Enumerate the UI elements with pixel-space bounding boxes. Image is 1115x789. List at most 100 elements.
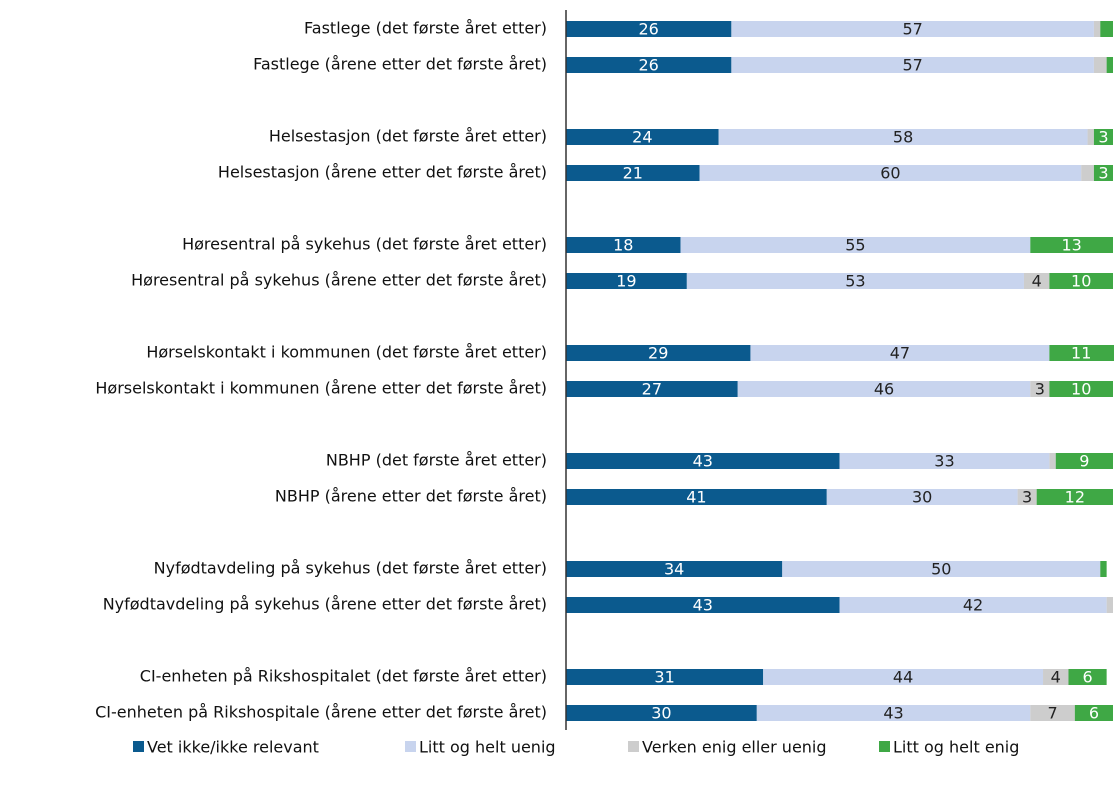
legend-label: Verken enig eller uenig <box>642 738 827 757</box>
bar-segment <box>1030 705 1075 721</box>
legend-swatch <box>133 741 144 752</box>
data-label: 10 <box>1071 272 1091 291</box>
data-label: 41 <box>686 488 706 507</box>
data-label: 42 <box>963 596 983 615</box>
bar-segment <box>1081 165 1094 181</box>
bar-segment <box>566 489 827 505</box>
data-label: 19 <box>616 272 636 291</box>
bar-segment <box>566 453 840 469</box>
bar-segment <box>826 489 1018 505</box>
bar-segment <box>763 669 1044 685</box>
bar-segment <box>1074 705 1113 721</box>
data-label: 27 <box>642 380 662 399</box>
bar-segment <box>1049 381 1113 397</box>
data-label: 4 <box>1032 272 1042 291</box>
category-label: Fastlege (det første året etter) <box>304 19 547 38</box>
data-label: 6 <box>1082 668 1092 687</box>
bar-segment <box>750 345 1050 361</box>
data-label: 11 <box>1071 344 1091 363</box>
bar-segment <box>1100 561 1107 577</box>
bar-segment <box>566 381 738 397</box>
legend-swatch <box>879 741 890 752</box>
data-label: 10 <box>1071 380 1091 399</box>
bar-segment <box>1106 597 1113 613</box>
bar-segment <box>566 705 757 721</box>
bar-segment <box>756 705 1031 721</box>
bar-segment <box>1055 453 1113 469</box>
data-label: 13 <box>1061 236 1081 255</box>
data-label: 47 <box>890 344 910 363</box>
data-label: 29 <box>648 344 668 363</box>
data-label: 3 <box>1098 128 1108 147</box>
data-label: 43 <box>883 704 903 723</box>
bar-segment <box>566 129 719 145</box>
category-label: Høresentral på sykehus (det første året … <box>182 235 547 254</box>
data-label: 9 <box>1079 452 1089 471</box>
bar-segment <box>1030 237 1113 253</box>
data-label: 3 <box>1022 488 1032 507</box>
category-label: Hørselskontakt i kommunen (det første år… <box>146 343 547 362</box>
data-label: 3 <box>1098 164 1108 183</box>
data-label: 26 <box>639 56 659 75</box>
category-label: NBHP (årene etter det første året) <box>275 487 547 506</box>
data-label: 43 <box>693 596 713 615</box>
bar-segment <box>566 561 783 577</box>
bar-segment <box>718 129 1088 145</box>
category-label: CI-enheten på Rikshospitale (årene etter… <box>95 703 547 722</box>
bar-segment <box>566 21 732 37</box>
data-label: 30 <box>651 704 671 723</box>
data-label: 31 <box>654 668 674 687</box>
data-label: 57 <box>902 20 922 39</box>
data-label: 30 <box>912 488 932 507</box>
category-label: Nyfødtavdeling på sykehus (det første år… <box>154 559 547 578</box>
bar-segment <box>737 381 1031 397</box>
bar-segment <box>1100 21 1113 37</box>
bar-segment <box>1043 669 1069 685</box>
bar-segment <box>566 57 732 73</box>
plot-area <box>566 21 1114 721</box>
bar-segment <box>1106 57 1113 73</box>
bar-segment <box>1087 129 1094 145</box>
bar-segment <box>566 597 840 613</box>
bar-segment <box>566 273 687 289</box>
category-label: Nyfødtavdeling på sykehus (årene etter d… <box>103 595 547 614</box>
bar-segment <box>1049 273 1113 289</box>
bar-segment <box>566 237 681 253</box>
legend-label: Vet ikke/ikke relevant <box>147 738 319 757</box>
data-label: 58 <box>893 128 913 147</box>
bar-segment <box>1017 489 1037 505</box>
data-label: 34 <box>664 560 684 579</box>
data-label: 53 <box>845 272 865 291</box>
data-label: 4 <box>1051 668 1061 687</box>
data-label: 55 <box>845 236 865 255</box>
bar-segment <box>1068 669 1107 685</box>
bar-segment <box>566 345 751 361</box>
data-label: 26 <box>639 20 659 39</box>
data-label: 6 <box>1089 704 1099 723</box>
bar-segment <box>839 453 1050 469</box>
data-label: 24 <box>632 128 652 147</box>
data-label: 18 <box>613 236 633 255</box>
category-label: Helsestasjon (det første året etter) <box>269 127 547 146</box>
bar-segment <box>1093 129 1113 145</box>
bar-segment <box>839 597 1107 613</box>
legend-swatch <box>405 741 416 752</box>
bar-segment <box>699 165 1082 181</box>
category-label: Høresentral på sykehus (årene etter det … <box>131 271 547 290</box>
category-label: Helsestasjon (årene etter det første åre… <box>218 163 547 182</box>
data-label: 43 <box>693 452 713 471</box>
bar-segment <box>680 237 1031 253</box>
bar-segment <box>1093 165 1113 181</box>
bar-segment <box>1093 57 1107 73</box>
data-label: 60 <box>880 164 900 183</box>
data-label: 57 <box>902 56 922 75</box>
data-label: 3 <box>1035 380 1045 399</box>
data-label: 7 <box>1047 704 1057 723</box>
category-label: Fastlege (årene etter det første året) <box>253 55 547 74</box>
data-label: 12 <box>1065 488 1085 507</box>
category-label: CI-enheten på Rikshospitalet (det første… <box>140 667 547 686</box>
data-label: 50 <box>931 560 951 579</box>
bar-segment <box>1049 453 1056 469</box>
category-label: NBHP (det første året etter) <box>326 451 547 470</box>
